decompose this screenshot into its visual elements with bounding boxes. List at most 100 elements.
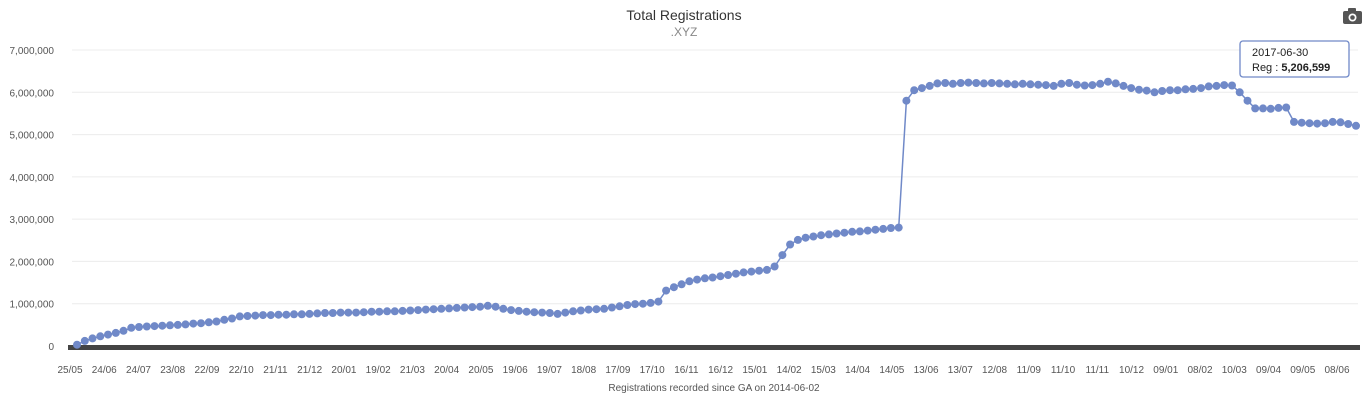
data-point[interactable]: [73, 340, 81, 349]
data-point[interactable]: [1119, 81, 1128, 90]
data-point[interactable]: [623, 301, 632, 309]
data-point[interactable]: [607, 303, 616, 312]
data-point[interactable]: [964, 78, 973, 87]
data-point[interactable]: [1228, 81, 1236, 90]
data-point[interactable]: [189, 319, 198, 328]
data-point[interactable]: [127, 323, 136, 332]
data-point[interactable]: [1204, 82, 1213, 91]
data-point[interactable]: [429, 305, 438, 314]
data-point[interactable]: [507, 306, 516, 315]
data-point[interactable]: [910, 86, 919, 95]
data-point[interactable]: [925, 81, 934, 90]
data-point[interactable]: [530, 308, 539, 317]
data-point[interactable]: [1158, 87, 1167, 95]
data-point[interactable]: [483, 301, 492, 310]
data-point[interactable]: [181, 320, 190, 329]
data-point[interactable]: [1297, 118, 1306, 127]
data-point[interactable]: [344, 308, 353, 317]
data-point[interactable]: [243, 312, 252, 320]
data-point[interactable]: [801, 233, 810, 242]
data-point[interactable]: [762, 265, 771, 274]
data-point[interactable]: [941, 79, 950, 87]
data-point[interactable]: [886, 224, 895, 232]
data-point[interactable]: [638, 299, 647, 308]
data-point[interactable]: [1150, 88, 1159, 97]
data-point[interactable]: [522, 307, 531, 316]
data-point[interactable]: [104, 330, 112, 339]
data-point[interactable]: [778, 251, 787, 260]
data-point[interactable]: [1321, 119, 1329, 128]
data-point[interactable]: [600, 304, 609, 313]
data-point[interactable]: [669, 283, 678, 292]
data-point[interactable]: [460, 303, 469, 312]
data-point[interactable]: [824, 230, 833, 239]
data-point[interactable]: [80, 336, 89, 345]
data-point[interactable]: [731, 269, 740, 278]
data-point[interactable]: [119, 326, 128, 335]
data-point[interactable]: [724, 271, 733, 279]
data-point[interactable]: [902, 96, 911, 105]
data-point[interactable]: [995, 79, 1004, 88]
data-point[interactable]: [166, 321, 174, 330]
data-point[interactable]: [871, 225, 880, 234]
data-point[interactable]: [251, 311, 260, 320]
data-point[interactable]: [1266, 104, 1275, 113]
data-point[interactable]: [499, 304, 508, 313]
data-point[interactable]: [1235, 88, 1244, 97]
data-point[interactable]: [1034, 80, 1043, 89]
data-point[interactable]: [662, 286, 671, 295]
data-point[interactable]: [693, 275, 702, 284]
data-point[interactable]: [1344, 120, 1353, 128]
data-point[interactable]: [491, 302, 500, 311]
data-point[interactable]: [1088, 81, 1097, 90]
data-point[interactable]: [879, 224, 888, 233]
data-point[interactable]: [1305, 119, 1314, 128]
data-point[interactable]: [313, 309, 322, 318]
data-point[interactable]: [1003, 79, 1012, 88]
data-point[interactable]: [274, 310, 283, 319]
data-point[interactable]: [514, 306, 523, 315]
data-point[interactable]: [1010, 80, 1019, 89]
data-point[interactable]: [840, 228, 849, 237]
data-point[interactable]: [1096, 79, 1105, 88]
data-point[interactable]: [375, 307, 384, 316]
data-point[interactable]: [142, 322, 151, 331]
data-point[interactable]: [1243, 96, 1252, 105]
data-point[interactable]: [592, 305, 601, 314]
data-point[interactable]: [290, 310, 298, 319]
data-point[interactable]: [282, 310, 291, 319]
data-point[interactable]: [956, 79, 965, 87]
data-point[interactable]: [576, 306, 585, 315]
data-point[interactable]: [1189, 84, 1198, 93]
data-point[interactable]: [228, 314, 236, 323]
data-point[interactable]: [359, 308, 368, 317]
data-point[interactable]: [1328, 117, 1337, 126]
data-point[interactable]: [88, 334, 97, 343]
data-point[interactable]: [770, 262, 779, 271]
data-point[interactable]: [747, 267, 756, 276]
data-point[interactable]: [1313, 119, 1322, 128]
data-point[interactable]: [1274, 103, 1283, 112]
data-point[interactable]: [917, 84, 926, 93]
data-point[interactable]: [739, 268, 748, 277]
data-point[interactable]: [1220, 81, 1229, 90]
data-point[interactable]: [1290, 117, 1298, 126]
data-point[interactable]: [584, 305, 593, 314]
data-point[interactable]: [135, 323, 143, 331]
data-point[interactable]: [414, 306, 423, 315]
data-point[interactable]: [1282, 103, 1291, 112]
data-point[interactable]: [972, 79, 981, 87]
data-point[interactable]: [1173, 86, 1182, 95]
data-point[interactable]: [406, 306, 415, 315]
data-point[interactable]: [817, 231, 826, 240]
data-point[interactable]: [150, 322, 159, 331]
data-point[interactable]: [933, 79, 942, 88]
data-point[interactable]: [476, 302, 485, 311]
data-point[interactable]: [677, 280, 686, 289]
data-point[interactable]: [569, 307, 578, 316]
data-point[interactable]: [1072, 80, 1081, 89]
data-point[interactable]: [848, 227, 857, 236]
data-point[interactable]: [259, 311, 267, 320]
data-point[interactable]: [755, 266, 764, 275]
data-point[interactable]: [654, 297, 663, 306]
